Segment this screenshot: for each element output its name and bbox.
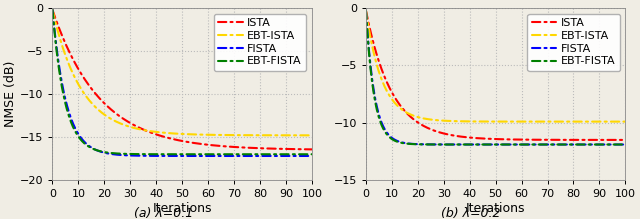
- X-axis label: Iterations: Iterations: [466, 202, 525, 215]
- EBT-ISTA: [261, 134, 269, 137]
- EBT-ISTA: [575, 120, 582, 123]
- EBT-FISTA: [302, 153, 310, 155]
- EBT-FISTA: [516, 143, 524, 146]
- EBT-ISTA: [172, 132, 180, 135]
- FISTA: [615, 143, 623, 146]
- FISTA: [302, 155, 310, 157]
- EBT-FISTA: [49, 9, 56, 11]
- FISTA: [172, 155, 180, 157]
- EBT-ISTA: [502, 120, 510, 123]
- EBT-FISTA: [308, 153, 316, 155]
- EBT-ISTA: [302, 134, 310, 137]
- FISTA: [203, 155, 211, 157]
- FISTA: [362, 9, 370, 12]
- FISTA: [487, 143, 495, 146]
- FISTA: [308, 155, 316, 157]
- EBT-ISTA: [49, 9, 56, 11]
- EBT-FISTA: [487, 143, 495, 146]
- EBT-FISTA: [173, 153, 181, 155]
- FISTA: [261, 155, 269, 157]
- EBT-FISTA: [575, 143, 582, 146]
- EBT-ISTA: [173, 132, 181, 135]
- FISTA: [485, 143, 493, 146]
- EBT-FISTA: [203, 153, 211, 155]
- EBT-ISTA: [203, 133, 211, 136]
- X-axis label: Iterations: Iterations: [152, 202, 212, 215]
- ISTA: [308, 148, 316, 151]
- Line: EBT-FISTA: EBT-FISTA: [366, 11, 625, 145]
- ISTA: [621, 139, 629, 141]
- EBT-FISTA: [261, 153, 269, 155]
- EBT-FISTA: [621, 143, 629, 146]
- EBT-ISTA: [189, 133, 196, 136]
- EBT-ISTA: [621, 120, 629, 123]
- ISTA: [49, 9, 56, 11]
- Line: EBT-ISTA: EBT-ISTA: [52, 10, 312, 135]
- Text: (a) λ=0.1: (a) λ=0.1: [134, 207, 193, 219]
- Legend: ISTA, EBT-ISTA, FISTA, EBT-FISTA: ISTA, EBT-ISTA, FISTA, EBT-FISTA: [214, 14, 307, 71]
- Text: (b) λ=0.2: (b) λ=0.2: [441, 207, 500, 219]
- FISTA: [621, 143, 629, 146]
- EBT-FISTA: [362, 9, 370, 12]
- EBT-ISTA: [485, 120, 493, 123]
- FISTA: [575, 143, 582, 146]
- Line: EBT-FISTA: EBT-FISTA: [52, 10, 312, 154]
- ISTA: [502, 138, 510, 141]
- EBT-ISTA: [516, 120, 524, 123]
- FISTA: [502, 143, 510, 146]
- Line: FISTA: FISTA: [366, 11, 625, 145]
- Line: ISTA: ISTA: [52, 10, 312, 149]
- ISTA: [575, 139, 582, 141]
- ISTA: [485, 138, 493, 140]
- Y-axis label: NMSE (dB): NMSE (dB): [4, 61, 17, 127]
- Line: ISTA: ISTA: [366, 11, 625, 140]
- EBT-FISTA: [502, 143, 510, 146]
- Line: EBT-ISTA: EBT-ISTA: [366, 11, 625, 122]
- FISTA: [49, 9, 56, 11]
- FISTA: [189, 155, 196, 157]
- FISTA: [516, 143, 524, 146]
- ISTA: [487, 138, 495, 140]
- ISTA: [362, 9, 370, 12]
- ISTA: [261, 147, 269, 150]
- ISTA: [615, 139, 623, 141]
- EBT-ISTA: [615, 120, 623, 123]
- Legend: ISTA, EBT-ISTA, FISTA, EBT-FISTA: ISTA, EBT-ISTA, FISTA, EBT-FISTA: [527, 14, 620, 71]
- EBT-FISTA: [172, 153, 180, 155]
- ISTA: [302, 148, 310, 151]
- EBT-FISTA: [615, 143, 623, 146]
- ISTA: [173, 139, 181, 141]
- EBT-FISTA: [485, 143, 493, 146]
- Line: FISTA: FISTA: [52, 10, 312, 156]
- ISTA: [189, 141, 196, 144]
- EBT-ISTA: [362, 9, 370, 12]
- EBT-ISTA: [308, 134, 316, 137]
- ISTA: [516, 138, 524, 141]
- ISTA: [203, 143, 211, 146]
- EBT-FISTA: [189, 153, 196, 155]
- FISTA: [173, 155, 181, 157]
- ISTA: [172, 138, 180, 141]
- EBT-ISTA: [487, 120, 495, 123]
